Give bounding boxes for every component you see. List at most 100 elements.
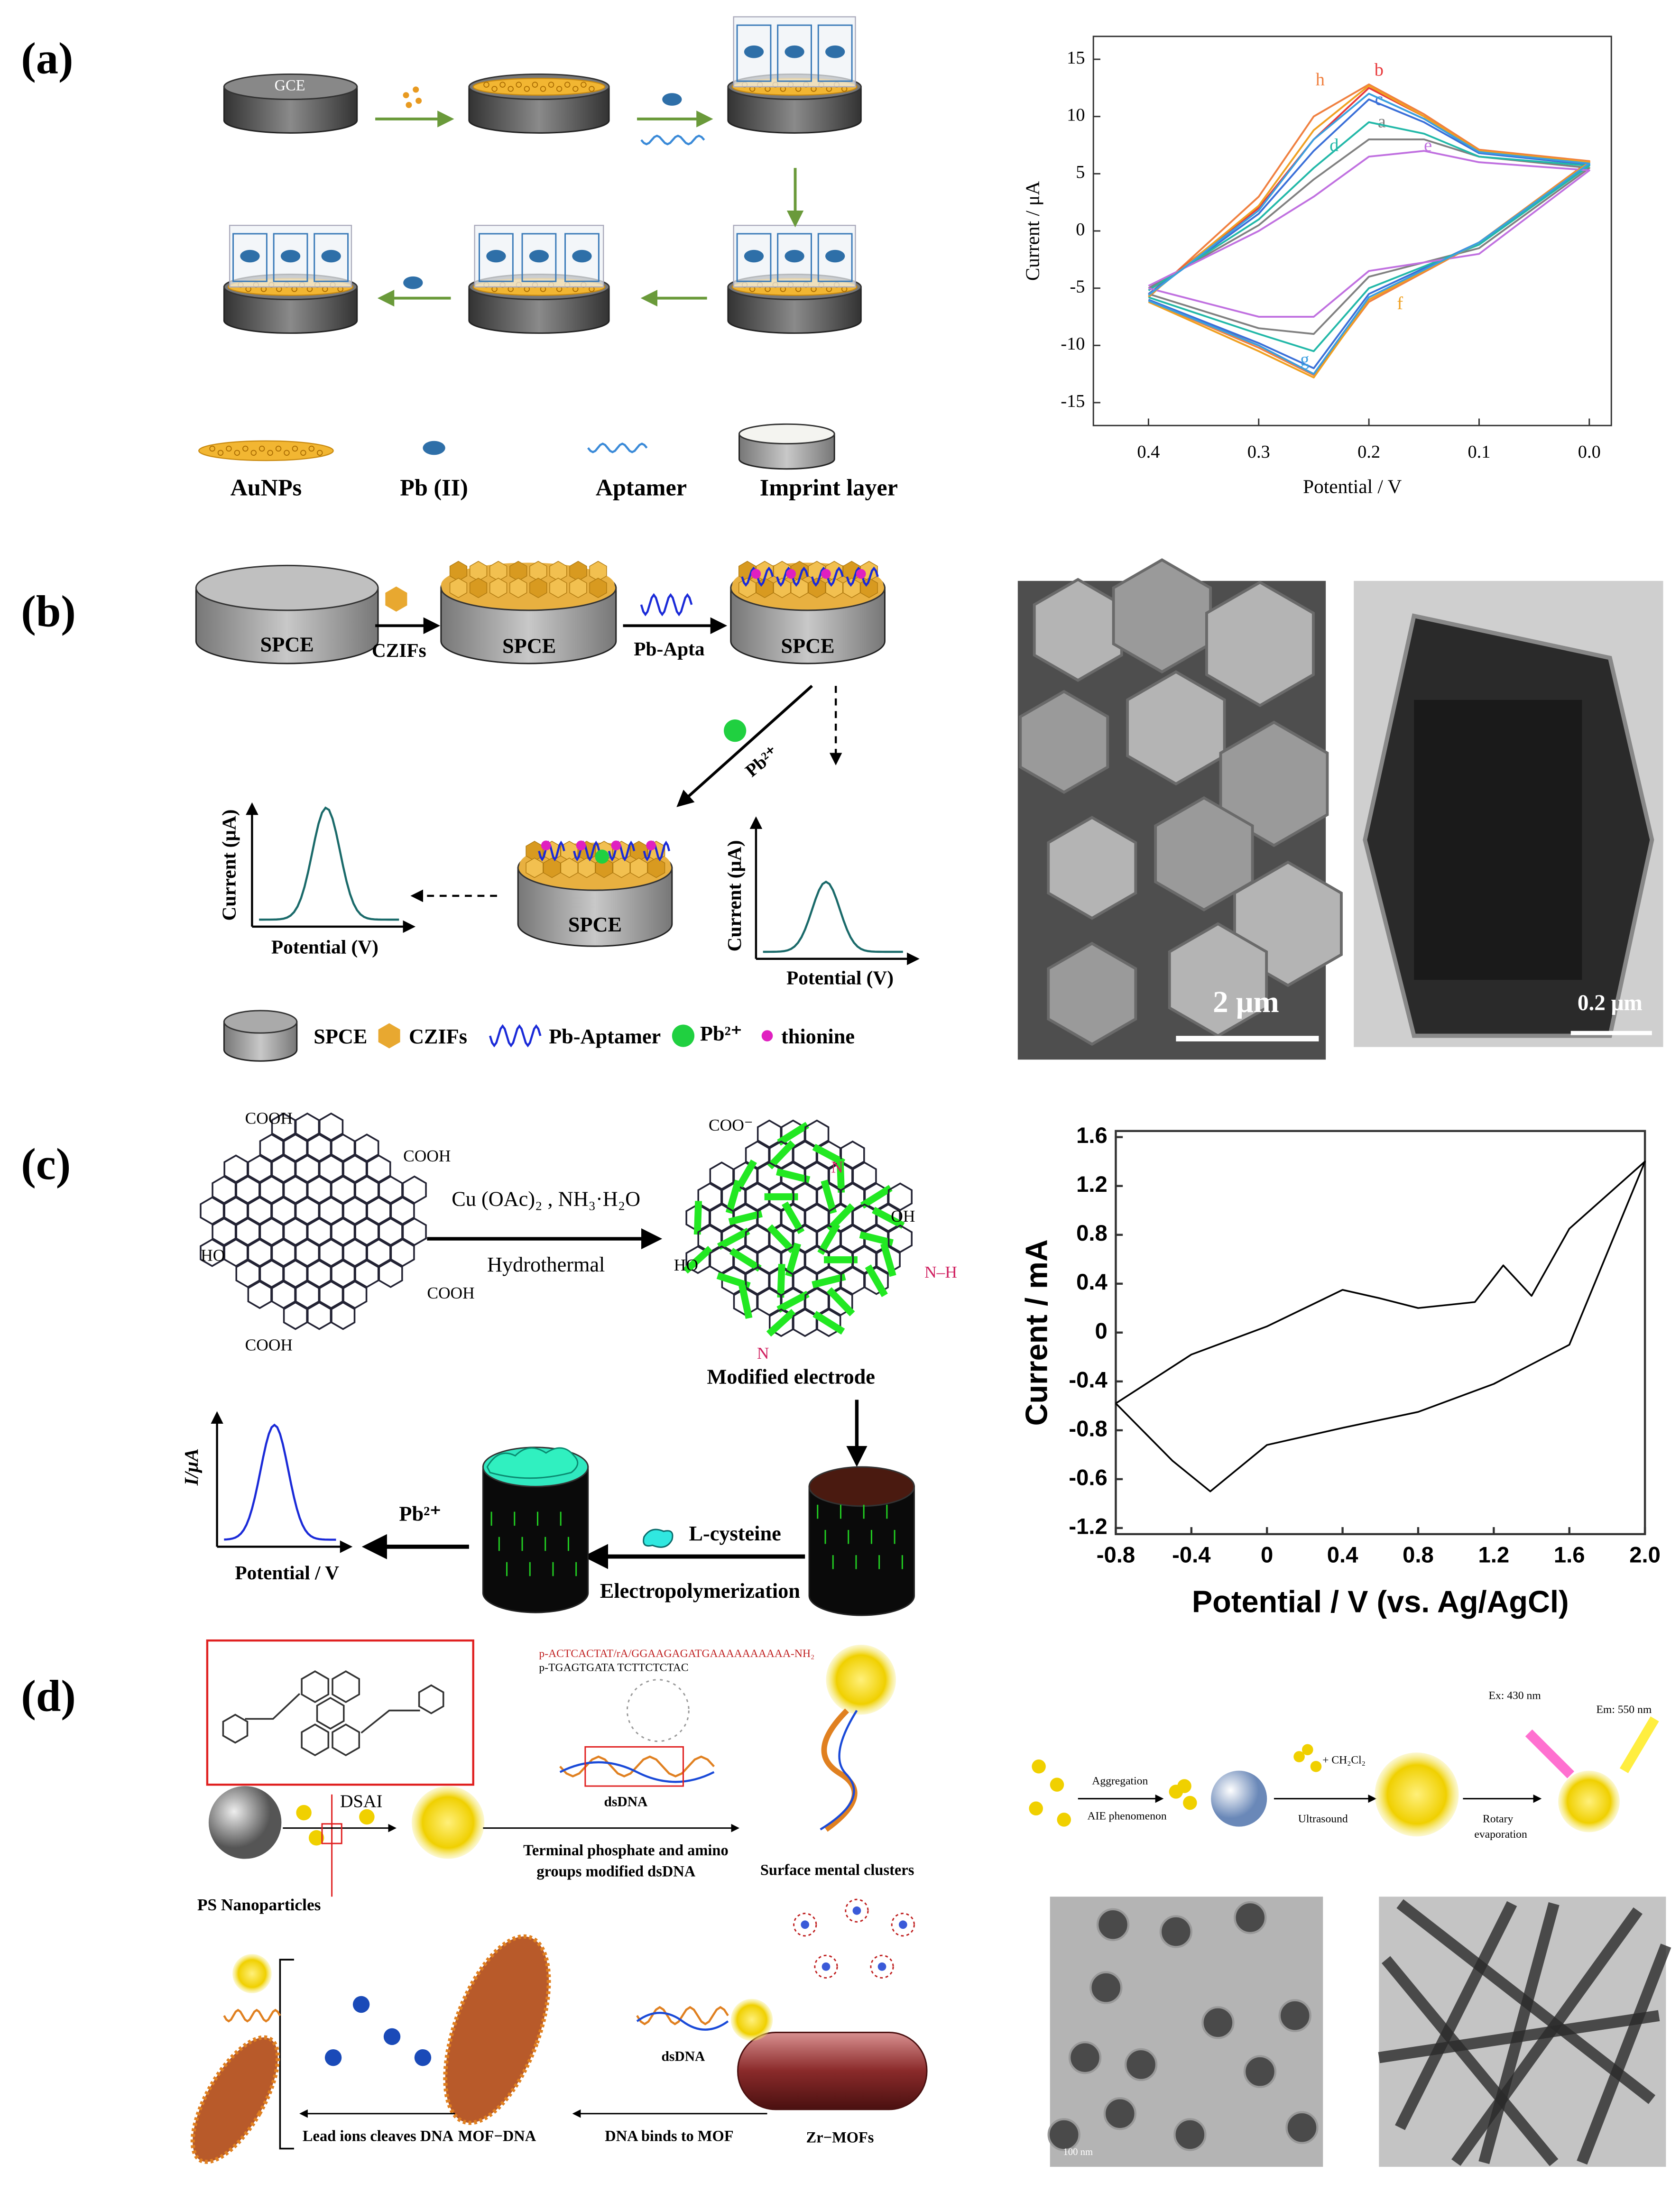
particle xyxy=(541,840,551,851)
wave xyxy=(640,593,693,617)
hexagon xyxy=(828,1287,853,1316)
label: (c) xyxy=(21,1140,71,1189)
label: COOH xyxy=(245,1108,293,1127)
particle xyxy=(352,1996,370,2013)
particle xyxy=(324,2049,342,2066)
data-line xyxy=(1148,84,1590,378)
x-axis-label: Potential / V (vs. Ag/AgCl) xyxy=(1192,1584,1569,1619)
label: Modified electrode xyxy=(707,1365,875,1388)
cu-complex xyxy=(812,1273,846,1289)
pb-ion xyxy=(423,441,445,455)
pb-ion xyxy=(486,249,506,263)
hexagon xyxy=(301,1723,330,1757)
hexagon xyxy=(366,1154,391,1183)
y-tick-label: -1.2 xyxy=(1069,1514,1107,1539)
aunp xyxy=(508,86,514,92)
pb-ion xyxy=(321,249,341,263)
metal-cluster xyxy=(845,1898,869,1923)
cu-complex xyxy=(865,1264,888,1297)
cu-complex xyxy=(777,1122,810,1146)
particle xyxy=(1310,1760,1322,1772)
label: I/μA xyxy=(180,1448,202,1486)
highlight xyxy=(584,1746,684,1787)
cu-complex xyxy=(785,1243,801,1277)
label: OH xyxy=(891,1207,915,1225)
particle xyxy=(406,101,412,108)
y-axis-label: Current / mA xyxy=(1019,1239,1053,1426)
aunp xyxy=(581,82,587,88)
plot-frame xyxy=(1115,1130,1646,1536)
pb-ion xyxy=(785,45,804,58)
aptamer-frame xyxy=(736,24,772,82)
wave xyxy=(559,1755,715,1778)
hexagon xyxy=(469,578,488,599)
data-line xyxy=(1148,150,1590,318)
label: CZIFs xyxy=(409,1025,467,1048)
aunp xyxy=(292,445,298,452)
x-tick-label: 0.4 xyxy=(1327,1543,1358,1568)
aunp xyxy=(540,86,546,92)
particle xyxy=(801,1920,810,1929)
particle xyxy=(1032,1759,1046,1774)
data-line xyxy=(1148,98,1590,369)
hexagon xyxy=(316,1697,345,1730)
particle xyxy=(826,1644,896,1715)
hexagon xyxy=(852,1161,877,1190)
cu-complex xyxy=(817,1222,840,1255)
cu-complex xyxy=(717,1227,750,1250)
label: Current (μA) xyxy=(218,810,240,921)
hexagon xyxy=(402,1175,427,1204)
x-tick-label: -0.4 xyxy=(1172,1543,1210,1568)
particle xyxy=(208,1786,282,1859)
hexagon xyxy=(1219,720,1329,847)
aunp xyxy=(300,450,306,456)
label: SPCE xyxy=(781,635,835,658)
cu-complex xyxy=(812,1311,845,1335)
particle xyxy=(730,1999,773,2041)
hexagon xyxy=(307,1301,332,1330)
hexagon xyxy=(390,1238,415,1267)
x-tick-label: 2.0 xyxy=(1629,1543,1661,1568)
cu-complex xyxy=(824,1256,858,1263)
metal-cluster xyxy=(814,1954,838,1979)
hexagon xyxy=(578,857,596,878)
particle xyxy=(403,92,409,99)
hexagon xyxy=(529,578,547,599)
label: Pb²⁺ xyxy=(700,1022,742,1045)
aunp xyxy=(524,86,530,92)
hexagon xyxy=(509,578,527,599)
particle xyxy=(821,569,831,579)
particle xyxy=(1183,1796,1197,1810)
electrode xyxy=(482,1466,589,1613)
cu-complex xyxy=(860,1185,893,1209)
wave xyxy=(587,442,648,453)
aptamer-frame xyxy=(777,24,812,82)
y-tick-label: 1.2 xyxy=(1076,1172,1108,1197)
y-tick-label: 0 xyxy=(1076,220,1085,239)
x-tick-label: 1.2 xyxy=(1478,1543,1510,1568)
label: Rotary xyxy=(1483,1813,1513,1825)
particle xyxy=(576,840,586,851)
l-cysteine xyxy=(643,1529,674,1548)
hexagon xyxy=(569,578,587,599)
hexagon xyxy=(378,1259,403,1288)
label: N–H xyxy=(924,1262,957,1281)
cu-complex xyxy=(767,1224,795,1253)
hexagon xyxy=(331,1301,356,1330)
label: Potential / V xyxy=(235,1562,339,1584)
aunp xyxy=(284,450,290,456)
schematic-peak xyxy=(224,1423,336,1541)
label: L-cysteine xyxy=(689,1522,781,1545)
label: Surface mental clusters xyxy=(760,1862,914,1879)
aptamer-frame xyxy=(314,233,349,282)
label: HO xyxy=(674,1255,698,1274)
wave xyxy=(608,840,636,862)
label: Current (μA) xyxy=(723,840,746,951)
aptamer-frame xyxy=(521,233,557,282)
hexagon xyxy=(560,857,578,878)
hexagon xyxy=(390,1196,415,1225)
hexagon xyxy=(332,1723,360,1757)
sequence-loop xyxy=(626,1679,690,1742)
hexagon xyxy=(864,1266,889,1295)
aunp xyxy=(317,450,323,456)
